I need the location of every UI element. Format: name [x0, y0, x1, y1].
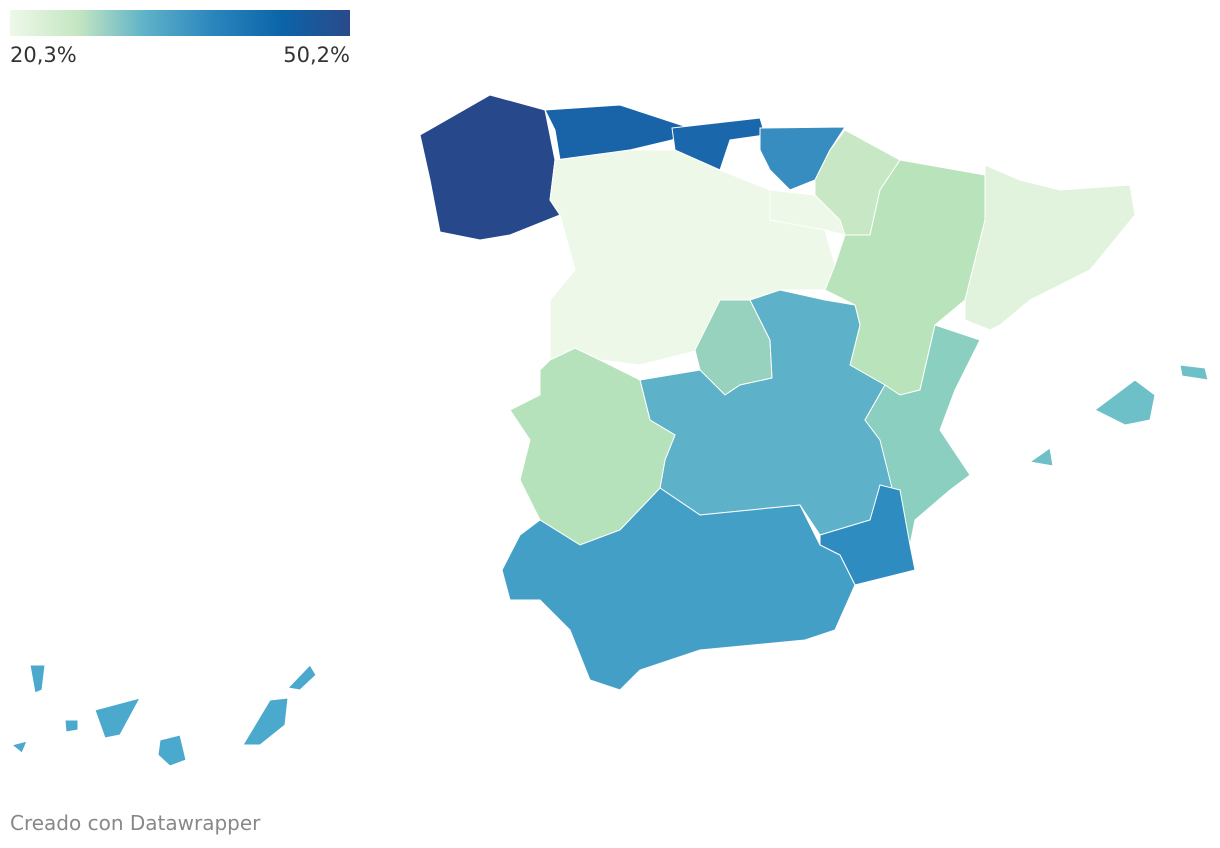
region [964, 164, 1136, 331]
region [544, 104, 692, 161]
footer: Creado con Datawrapper [10, 811, 261, 835]
region [10, 664, 317, 767]
region [419, 94, 561, 241]
legend-bar [10, 10, 350, 36]
region [501, 487, 856, 691]
legend-max: 50,2% [283, 43, 350, 67]
region [1028, 364, 1209, 467]
region [759, 126, 846, 191]
legend-min: 20,3% [10, 43, 77, 67]
